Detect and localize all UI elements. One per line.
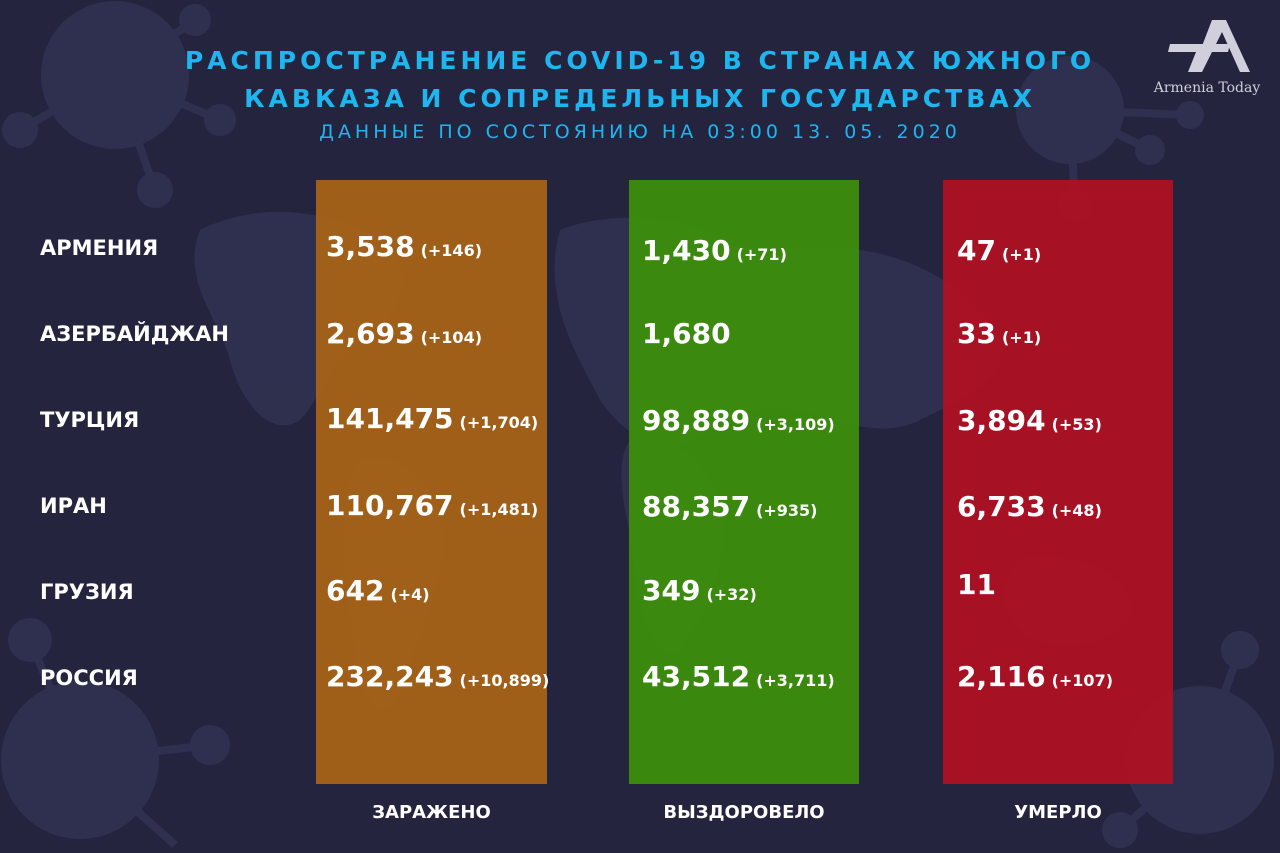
recovered-delta: (+3,711) [756, 671, 835, 690]
deaths-delta: (+48) [1051, 501, 1102, 520]
deaths-value: 2,116 [957, 660, 1046, 693]
recovered-value: 43,512 [642, 660, 751, 693]
page-title-line-1: РАСПРОСТРАНЕНИЕ COVID-19 В СТРАНАХ ЮЖНОГ… [184, 46, 1096, 75]
infected-delta: (+104) [420, 328, 483, 347]
deaths-cell: 2,116 (+107) [957, 660, 1113, 693]
deaths-delta: (+1) [1001, 328, 1042, 347]
infected-delta: (+10,899) [459, 671, 550, 690]
recovered-cell: 1,430 (+71) [642, 234, 787, 267]
recovered-cell: 349 (+32) [642, 574, 757, 607]
recovered-delta: (+32) [706, 585, 757, 604]
page-title-line-2: КАВКАЗА И СОПРЕДЕЛЬНЫХ ГОСУДАРСТВАХ [244, 84, 1036, 113]
infected-column-label: ЗАРАЖЕНО [372, 802, 491, 823]
recovered-cell: 98,889 (+3,109) [642, 404, 835, 437]
infected-value: 642 [326, 574, 385, 607]
recovered-cell: 43,512 (+3,711) [642, 660, 835, 693]
recovered-value: 98,889 [642, 404, 751, 437]
country-label: АРМЕНИЯ [40, 236, 159, 260]
country-label: ГРУЗИЯ [40, 580, 134, 604]
infected-delta: (+1,704) [459, 413, 539, 432]
recovered-value: 349 [642, 574, 701, 607]
infected-cell: 2,693 (+104) [326, 317, 482, 350]
recovered-column-label: ВЫЗДОРОВЕЛО [663, 802, 825, 823]
infected-cell: 642 (+4) [326, 574, 430, 607]
deaths-delta: (+107) [1051, 671, 1114, 690]
logo-mark-icon [1168, 20, 1250, 72]
page-subtitle-date: ДАННЫЕ ПО СОСТОЯНИЮ НА 03:00 13. 05. 202… [319, 121, 961, 143]
deaths-value: 3,894 [957, 404, 1046, 437]
deaths-value: 33 [957, 317, 996, 350]
deaths-delta: (+53) [1051, 415, 1102, 434]
recovered-cell: 88,357 (+935) [642, 490, 818, 523]
infected-value: 2,693 [326, 317, 415, 350]
deaths-value: 47 [957, 234, 996, 267]
deaths-cell: 11 [957, 568, 1002, 601]
deaths-value: 6,733 [957, 490, 1046, 523]
logo-text: Armenia Today [1153, 80, 1261, 96]
infected-delta: (+4) [390, 585, 430, 604]
armenia-today-logo: Armenia Today [1142, 14, 1272, 104]
infected-value: 110,767 [326, 489, 454, 522]
recovered-value: 1,430 [642, 234, 731, 267]
country-label: ИРАН [40, 494, 107, 518]
infected-column [316, 180, 547, 784]
recovered-value: 1,680 [642, 317, 731, 350]
deaths-cell: 33 (+1) [957, 317, 1041, 350]
deaths-delta: (+1) [1001, 245, 1042, 264]
recovered-value: 88,357 [642, 490, 751, 523]
country-label: ТУРЦИЯ [40, 408, 140, 432]
recovered-column [629, 180, 859, 784]
recovered-delta: (+3,109) [756, 415, 835, 434]
header: РАСПРОСТРАНЕНИЕ COVID-19 В СТРАНАХ ЮЖНОГ… [0, 42, 1280, 146]
deaths-value: 11 [957, 568, 996, 601]
infected-value: 141,475 [326, 402, 454, 435]
deaths-cell: 6,733 (+48) [957, 490, 1102, 523]
infected-value: 232,243 [326, 660, 454, 693]
country-label: АЗЕРБАЙДЖАН [40, 322, 229, 346]
recovered-delta: (+935) [756, 501, 818, 520]
infected-cell: 141,475 (+1,704) [326, 402, 538, 435]
country-label: РОССИЯ [40, 666, 138, 690]
infected-cell: 3,538 (+146) [326, 230, 482, 263]
infected-value: 3,538 [326, 230, 415, 263]
deaths-column [943, 180, 1173, 784]
deaths-column-label: УМЕРЛО [1014, 802, 1102, 823]
infected-delta: (+146) [420, 241, 483, 260]
recovered-cell: 1,680 [642, 317, 737, 350]
infected-cell: 110,767 (+1,481) [326, 489, 538, 522]
infected-delta: (+1,481) [459, 500, 539, 519]
deaths-cell: 3,894 (+53) [957, 404, 1102, 437]
infected-cell: 232,243 (+10,899) [326, 660, 549, 693]
recovered-delta: (+71) [736, 245, 787, 264]
deaths-cell: 47 (+1) [957, 234, 1041, 267]
